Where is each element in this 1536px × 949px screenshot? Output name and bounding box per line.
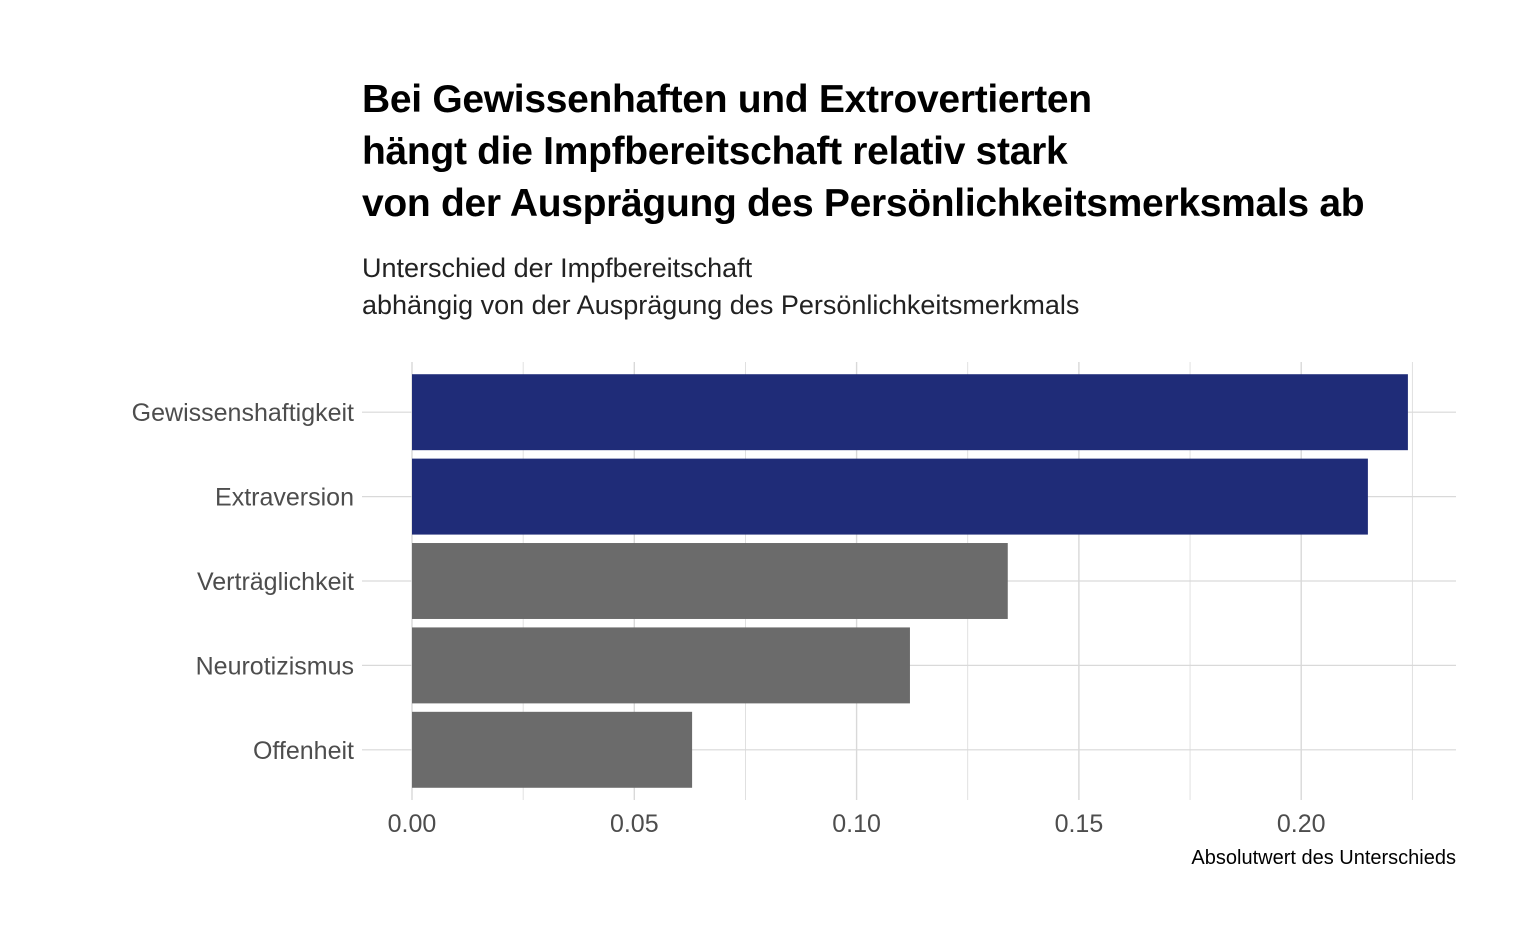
y-tick-label: Verträglichkeit bbox=[197, 568, 354, 596]
bar bbox=[412, 711, 693, 788]
x-tick-label: 0.10 bbox=[832, 810, 881, 838]
y-tick-label: Neurotizismus bbox=[196, 652, 354, 680]
chart-title-line-3: von der Ausprägung des Persönlichkeitsme… bbox=[362, 182, 1365, 225]
x-tick-label: 0.05 bbox=[610, 810, 659, 838]
y-tick-label: Offenheit bbox=[253, 737, 354, 765]
chart-subtitle-line-2: abhängig von der Ausprägung des Persönli… bbox=[362, 290, 1080, 320]
y-axis-labels: Gewissenshaftigkeit Extraversion Verträgli… bbox=[132, 399, 354, 765]
x-tick-label: 0.20 bbox=[1277, 810, 1326, 838]
chart-title-line-1: Bei Gewissenhaften und Extrovertierten bbox=[362, 78, 1092, 121]
chart-subtitle: Unterschied der Impfbereitschaft abhängi… bbox=[362, 250, 1079, 324]
bar bbox=[412, 458, 1368, 535]
bar bbox=[412, 374, 1408, 451]
chart-title-line-2: hängt die Impfbereitschaft relativ stark bbox=[362, 130, 1068, 173]
bar bbox=[412, 543, 1008, 619]
x-tick-label: 0.15 bbox=[1055, 810, 1104, 838]
y-tick-label: Gewissenshaftigkeit bbox=[132, 399, 354, 427]
x-tick-label: 0.00 bbox=[388, 810, 437, 838]
chart-subtitle-line-1: Unterschied der Impfbereitschaft bbox=[362, 253, 753, 283]
chart-title: Bei Gewissenhaften und Extrovertierten h… bbox=[362, 74, 1365, 230]
y-tick-label: Extraversion bbox=[215, 484, 354, 512]
bars bbox=[412, 374, 1408, 788]
x-axis-labels: 0.00 0.05 0.10 0.15 0.20 bbox=[388, 810, 1326, 838]
bar bbox=[412, 627, 910, 704]
x-axis-title: Absolutwert des Unterschieds bbox=[1191, 847, 1456, 869]
